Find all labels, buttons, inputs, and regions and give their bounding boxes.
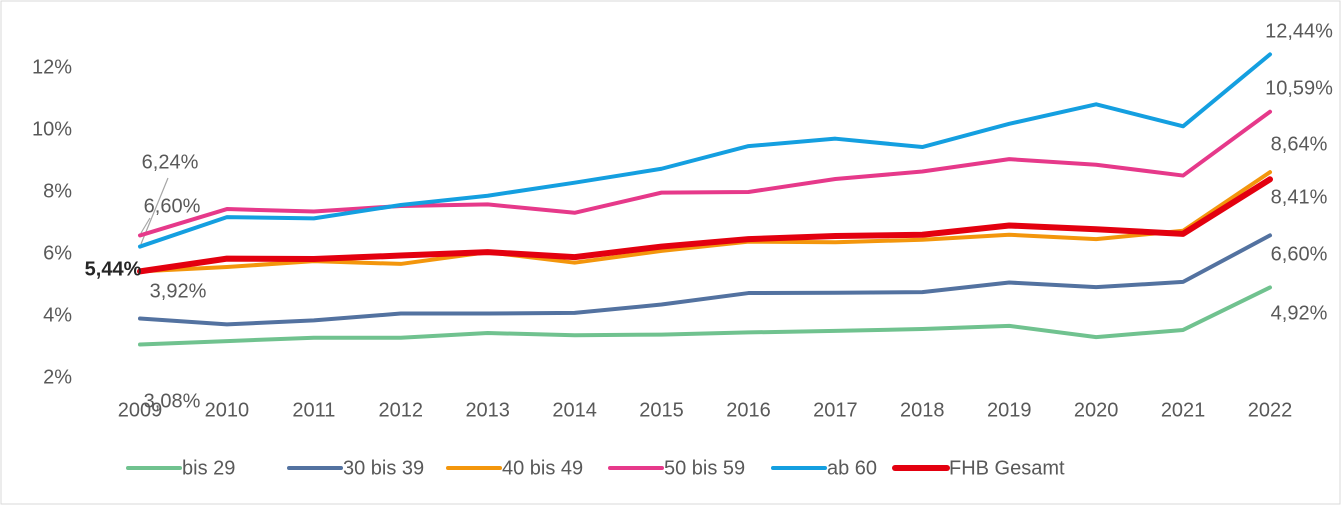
- data-label: 6,60%: [1271, 243, 1328, 265]
- y-tick-label: 12%: [32, 56, 72, 78]
- x-tick-label: 2021: [1161, 399, 1206, 421]
- data-label: 4,92%: [1271, 302, 1328, 324]
- legend-label: 30 bis 39: [343, 457, 424, 479]
- series-line: [138, 285, 1272, 347]
- series-line: [138, 233, 1272, 327]
- data-label: 12,44%: [1265, 20, 1333, 42]
- data-label: 6,24%: [142, 151, 199, 173]
- x-tick-label: 2017: [813, 399, 858, 421]
- series-line: [138, 170, 1272, 274]
- data-label: 8,41%: [1271, 186, 1328, 208]
- data-label: 3,08%: [144, 390, 201, 412]
- data-label: 3,92%: [150, 280, 207, 302]
- series-line: [138, 109, 1272, 238]
- data-label: 10,59%: [1265, 77, 1333, 99]
- data-label: 8,64%: [1271, 133, 1328, 155]
- legend-label: 50 bis 59: [664, 457, 745, 479]
- legend-label: ab 60: [827, 457, 877, 479]
- x-tick-label: 2014: [552, 399, 597, 421]
- legend-label: FHB Gesamt: [949, 457, 1065, 479]
- x-tick-label: 2016: [726, 399, 771, 421]
- series-line: [138, 52, 1272, 249]
- y-tick-label: 10%: [32, 118, 72, 140]
- x-tick-label: 2009: [118, 399, 163, 421]
- legend-label: 40 bis 49: [502, 457, 583, 479]
- series-line: [137, 176, 1273, 275]
- x-tick-label: 2022: [1248, 399, 1293, 421]
- x-tick-label: 2020: [1074, 399, 1119, 421]
- x-tick-label: 2011: [292, 399, 335, 421]
- y-tick-label: 4%: [43, 304, 72, 326]
- x-tick-label: 2019: [987, 399, 1032, 421]
- legend-label: bis 29: [182, 457, 235, 479]
- x-tick-label: 2010: [205, 399, 250, 421]
- x-tick-label: 2015: [639, 399, 684, 421]
- x-tick-label: 2012: [379, 399, 424, 421]
- y-tick-label: 6%: [43, 242, 72, 264]
- leader-line: [140, 217, 151, 234]
- x-tick-label: 2013: [465, 399, 510, 421]
- data-label: 6,60%: [144, 195, 201, 217]
- data-label: 5,44%: [85, 258, 142, 280]
- y-tick-label: 8%: [43, 180, 72, 202]
- x-tick-label: 2018: [900, 399, 945, 421]
- y-tick-label: 2%: [43, 366, 72, 388]
